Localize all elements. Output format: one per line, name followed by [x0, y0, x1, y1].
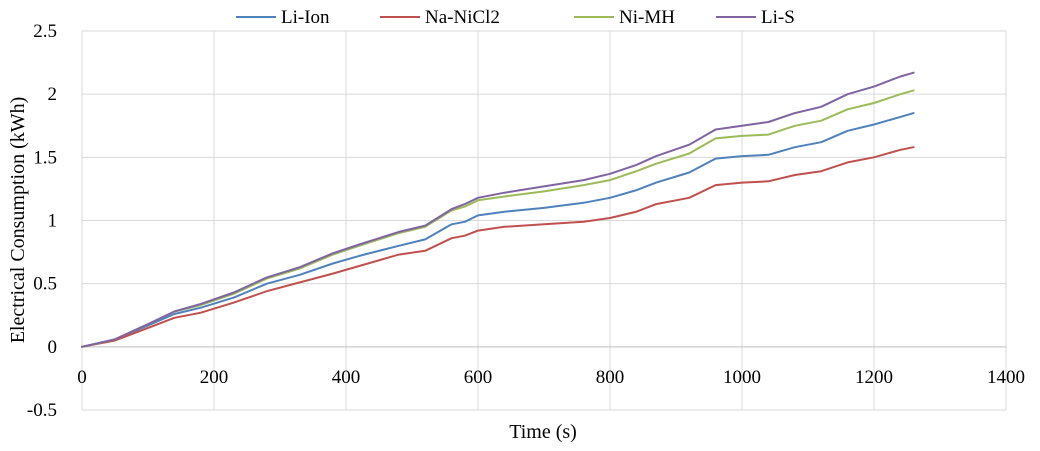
series-line-li-s — [81, 71, 915, 348]
x-tick-label: 800 — [596, 367, 625, 388]
legend-item: Li-S — [716, 7, 795, 28]
x-axis-ticks: 0 200 400 600 800 1000 1200 1400 — [77, 367, 1025, 388]
legend-label: Ni-MH — [619, 7, 675, 28]
legend-item: Ni-MH — [574, 7, 675, 28]
series-line-ni-mh — [81, 89, 915, 348]
legend: Li-Ion Na-NiCl2 Ni-MH Li-S — [236, 7, 795, 28]
legend-label: Li-Ion — [281, 7, 330, 28]
x-tick-label: 1000 — [723, 367, 761, 388]
x-tick-label: 200 — [200, 367, 229, 388]
series-line-na-nicl2 — [81, 146, 915, 348]
series-line-li-ion — [81, 112, 915, 348]
x-tick-label: 0 — [77, 367, 87, 388]
grid — [81, 30, 1007, 411]
legend-item: Na-NiCl2 — [380, 7, 500, 28]
y-tick-label: 0.5 — [33, 274, 57, 295]
y-tick-label: 1 — [48, 211, 58, 232]
y-axis-ticks: -0.5 0 0.5 1 1.5 2 2.5 — [27, 21, 57, 421]
y-tick-label: -0.5 — [27, 400, 57, 421]
series-lines — [81, 71, 915, 348]
legend-item: Li-Ion — [236, 7, 330, 28]
x-tick-label: 1200 — [855, 367, 893, 388]
y-tick-label: 2.5 — [33, 21, 57, 42]
y-axis-title: Electrical Consumption (kWh) — [7, 97, 29, 344]
x-tick-label: 400 — [332, 367, 361, 388]
legend-label: Li-S — [761, 7, 795, 28]
x-tick-label: 600 — [464, 367, 493, 388]
x-tick-label: 1400 — [987, 367, 1025, 388]
y-tick-label: 0 — [48, 337, 58, 358]
y-tick-label: 2 — [48, 84, 58, 105]
x-axis-title: Time (s) — [509, 421, 577, 443]
y-tick-label: 1.5 — [33, 147, 57, 168]
legend-label: Na-NiCl2 — [425, 7, 500, 28]
